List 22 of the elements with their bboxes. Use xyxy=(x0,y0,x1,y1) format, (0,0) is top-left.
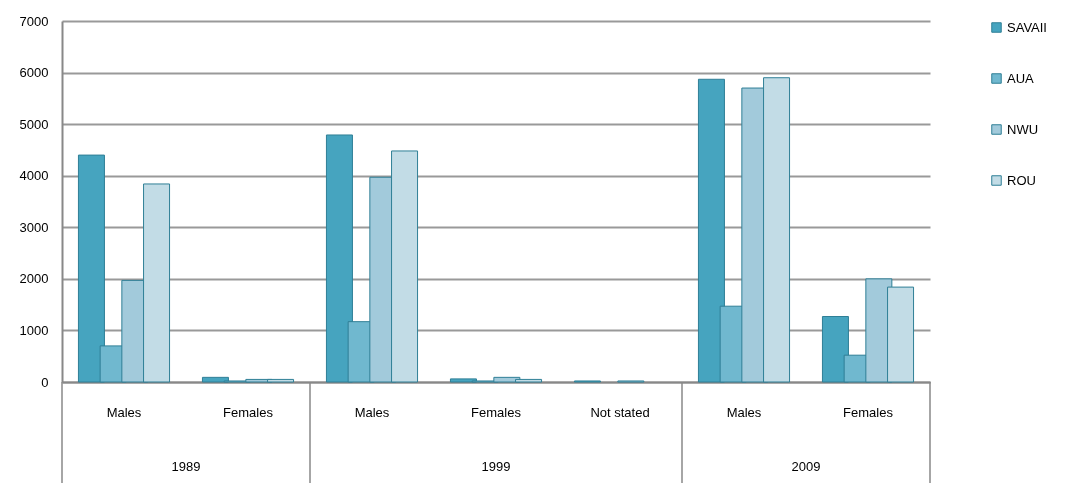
text: 1989 xyxy=(171,459,201,474)
y-tick-label: 3000 xyxy=(19,219,49,235)
y-tick-label: 5000 xyxy=(19,116,49,132)
x-tick-label: Females xyxy=(223,404,274,420)
y-tick-label: 7000 xyxy=(19,13,49,29)
text: 2009 xyxy=(791,459,821,474)
x-tick-label: Males xyxy=(106,404,142,420)
y-tick-label: 1000 xyxy=(19,322,49,338)
y-tick-label: 0 xyxy=(41,374,49,390)
x-tick-label: Males xyxy=(354,404,390,420)
y-tick-label: 4000 xyxy=(19,168,49,184)
x-tick-label: Males xyxy=(726,404,762,420)
y-tick-label: 6000 xyxy=(19,65,49,81)
x-tick-label: Females xyxy=(843,404,894,420)
legend-label: AUA xyxy=(1007,70,1035,86)
legend-label: NWU xyxy=(1007,121,1039,137)
y-tick-label: 2000 xyxy=(19,271,49,287)
text: 1999 xyxy=(481,459,511,474)
legend-label: ROU xyxy=(1007,172,1036,188)
x-tick-label: Females xyxy=(471,404,522,420)
x-tick-label: Not stated xyxy=(590,404,650,420)
legend-label: SAVAII xyxy=(1007,19,1047,35)
